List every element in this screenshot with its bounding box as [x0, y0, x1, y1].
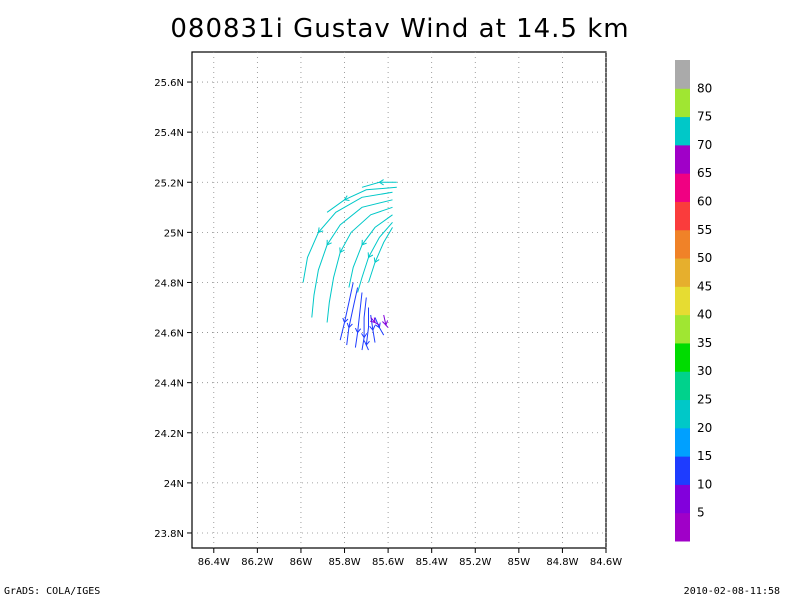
streamline-arrowhead	[361, 333, 368, 339]
colorbar-swatch	[675, 512, 690, 542]
streamline	[365, 307, 369, 351]
colorbar-swatch	[675, 229, 690, 259]
colorbar-swatch	[675, 399, 690, 429]
x-tick-label: 85W	[508, 557, 531, 568]
software-credit: GrADS: COLA/IGES	[4, 586, 101, 597]
colorbar-swatch	[675, 314, 690, 344]
colorbar-swatch	[675, 173, 690, 202]
y-tick-label: 24N	[164, 479, 184, 490]
streamline-arrowhead	[363, 340, 370, 347]
colorbar-label: 45	[697, 279, 712, 293]
colorbar-label: 60	[697, 194, 712, 208]
colorbar-label: 65	[697, 166, 712, 180]
colorbar-swatch	[675, 342, 690, 372]
x-tick-label: 86W	[290, 557, 313, 568]
colorbar-swatch	[675, 456, 690, 485]
colorbar-label: 50	[697, 251, 712, 265]
x-tick-label: 86.4W	[198, 557, 230, 568]
timestamp: 2010-02-08-11:58	[683, 586, 780, 597]
streamline	[346, 287, 359, 346]
y-tick-label: 24.4N	[154, 379, 184, 390]
colorbar-label: 25	[697, 393, 712, 407]
colorbar-label: 20	[697, 421, 712, 435]
streamline-arrowhead	[339, 247, 345, 254]
colorbar-label: 35	[697, 336, 712, 350]
colorbar-label: 55	[697, 223, 712, 237]
streamline	[361, 297, 367, 351]
streamline-arrowhead	[378, 179, 384, 186]
x-tick-label: 85.4W	[416, 557, 448, 568]
y-tick-label: 25.2N	[154, 178, 184, 189]
colorbar-label: 40	[697, 308, 712, 322]
y-tick-label: 24.2N	[154, 429, 184, 440]
x-tick-label: 85.2W	[459, 557, 491, 568]
x-tick-label: 86.2W	[241, 557, 273, 568]
x-tick-label: 85.8W	[328, 557, 360, 568]
colorbar-swatch	[675, 201, 690, 231]
colorbar-label: 75	[697, 110, 712, 124]
colorbar-swatch	[675, 427, 690, 457]
colorbar-label: 15	[697, 449, 712, 463]
colorbar-swatch	[675, 258, 690, 287]
colorbar-label: 70	[697, 138, 712, 152]
y-tick-label: 25.4N	[154, 128, 184, 139]
colorbar-swatch	[675, 88, 690, 118]
x-tick-label: 84.8W	[546, 557, 578, 568]
colorbar-label: 5	[697, 506, 705, 520]
streamline-arrowhead	[382, 320, 389, 327]
streamline	[354, 292, 363, 348]
colorbar-swatch	[675, 371, 690, 401]
streamline-arrowhead	[326, 239, 332, 246]
colorbar-label: 10	[697, 477, 712, 491]
streamline-arrowhead	[373, 257, 380, 264]
streamline-arrowhead	[361, 239, 367, 246]
streamline	[302, 191, 393, 283]
y-tick-label: 25.6N	[154, 78, 184, 89]
plot-frame	[191, 51, 607, 549]
y-tick-label: 24.6N	[154, 329, 184, 340]
streamline-arrowhead	[354, 327, 362, 334]
streamline	[339, 282, 354, 341]
colorbar-swatch	[675, 484, 690, 514]
streamline-arrowhead	[343, 195, 350, 201]
streamline-arrowhead	[374, 322, 381, 329]
streamline	[368, 227, 393, 283]
y-tick-label: 23.8N	[154, 529, 184, 540]
colorbar-label: 30	[697, 364, 712, 378]
x-tick-label: 85.6W	[372, 557, 404, 568]
colorbar-label: 80	[697, 81, 712, 95]
streamline-arrowhead	[370, 317, 376, 324]
streamline	[326, 186, 397, 213]
x-tick-label: 84.6W	[590, 557, 622, 568]
colorbar-swatch	[675, 60, 690, 89]
chart-title: 080831i Gustav Wind at 14.5 km	[170, 14, 630, 44]
y-tick-label: 24.8N	[154, 278, 184, 289]
streamline-arrowhead	[317, 227, 324, 234]
streamline-arrowhead	[346, 322, 353, 329]
streamline-arrowhead	[367, 252, 374, 259]
streamline-arrowhead	[369, 325, 376, 332]
y-tick-label: 25N	[164, 228, 184, 239]
colorbar-swatch	[675, 286, 690, 316]
colorbar-swatch	[675, 116, 690, 146]
streamline-arrowhead	[342, 317, 349, 324]
colorbar-swatch	[675, 144, 690, 174]
